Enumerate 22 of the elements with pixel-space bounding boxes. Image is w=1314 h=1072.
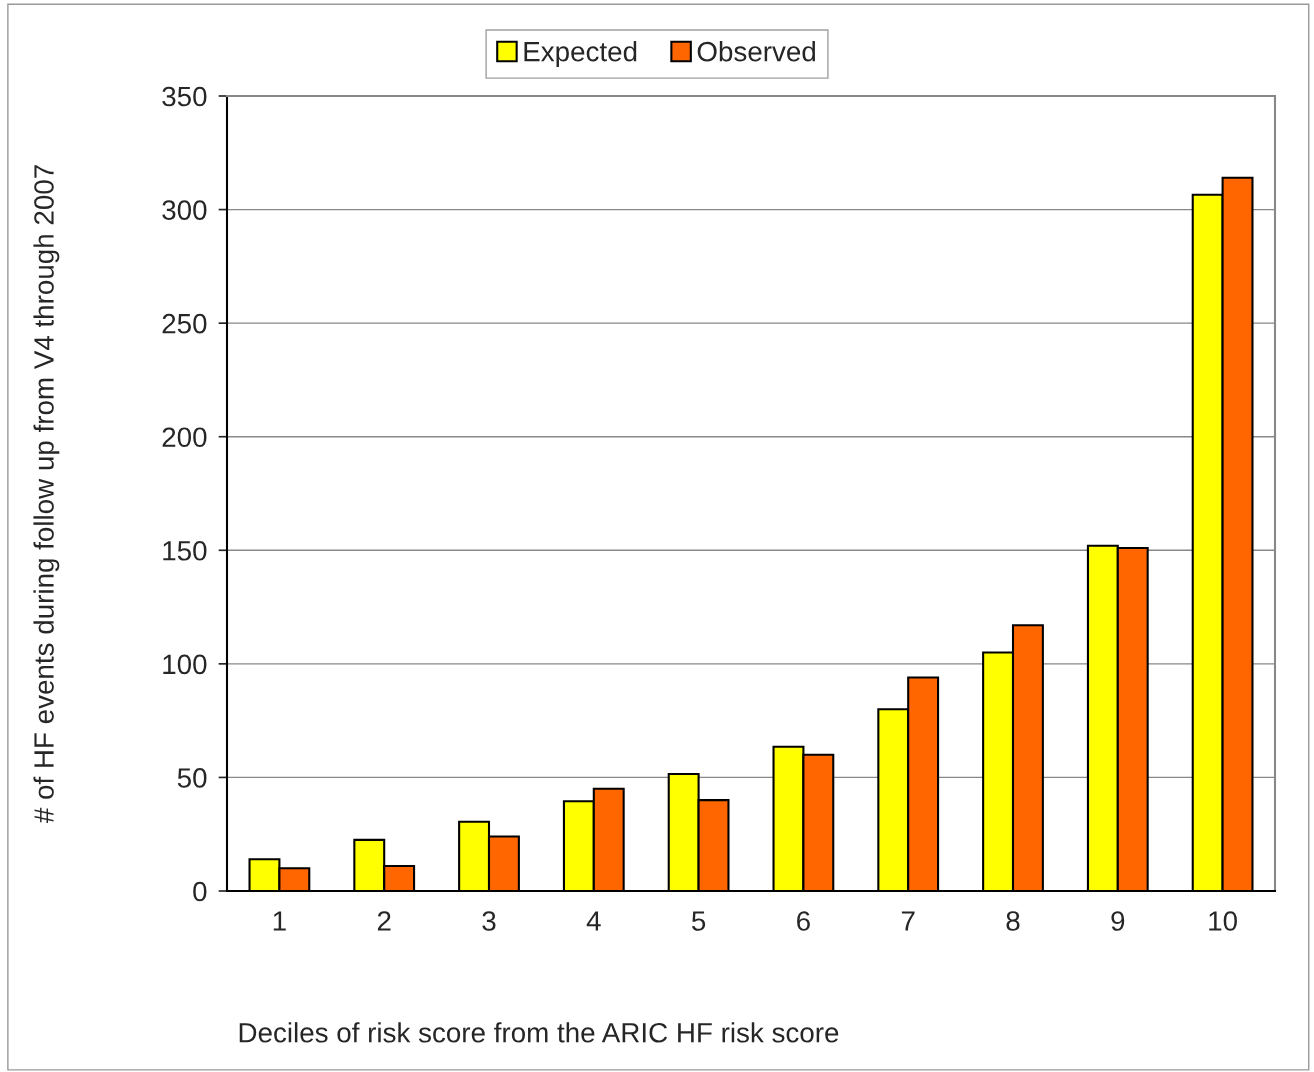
y-tick-label: 150 <box>163 540 207 561</box>
y-tick-label: 50 <box>177 768 207 788</box>
x-tick-label: 3 <box>482 911 496 931</box>
x-tick-label: 9 <box>1111 911 1125 931</box>
y-tick-label: 300 <box>162 200 207 220</box>
y-tick-label: 0 <box>193 881 207 902</box>
x-tick-label: 5 <box>691 911 706 931</box>
x-axis-title: Deciles of risk score from the ARIC HF risk score <box>239 1022 839 1043</box>
legend-label: Observed <box>697 41 815 62</box>
y-tick-label: 350 <box>162 86 207 107</box>
x-tick-label: 2 <box>377 911 391 931</box>
x-tick-label: 10 <box>1209 911 1237 931</box>
x-tick-label: 1 <box>273 911 286 931</box>
x-tick-label: 4 <box>586 911 601 931</box>
x-tick-label: 7 <box>901 911 915 931</box>
x-tick-label: 8 <box>1006 911 1020 931</box>
y-tick-label: 200 <box>162 427 207 448</box>
y-axis-title: # of HF events during follow up from V4 through 2007 <box>33 165 60 824</box>
x-tick-label: 6 <box>797 911 810 931</box>
legend-label: Expected <box>524 41 637 67</box>
y-tick-label: 100 <box>163 654 207 675</box>
y-tick-label: 250 <box>162 313 207 334</box>
